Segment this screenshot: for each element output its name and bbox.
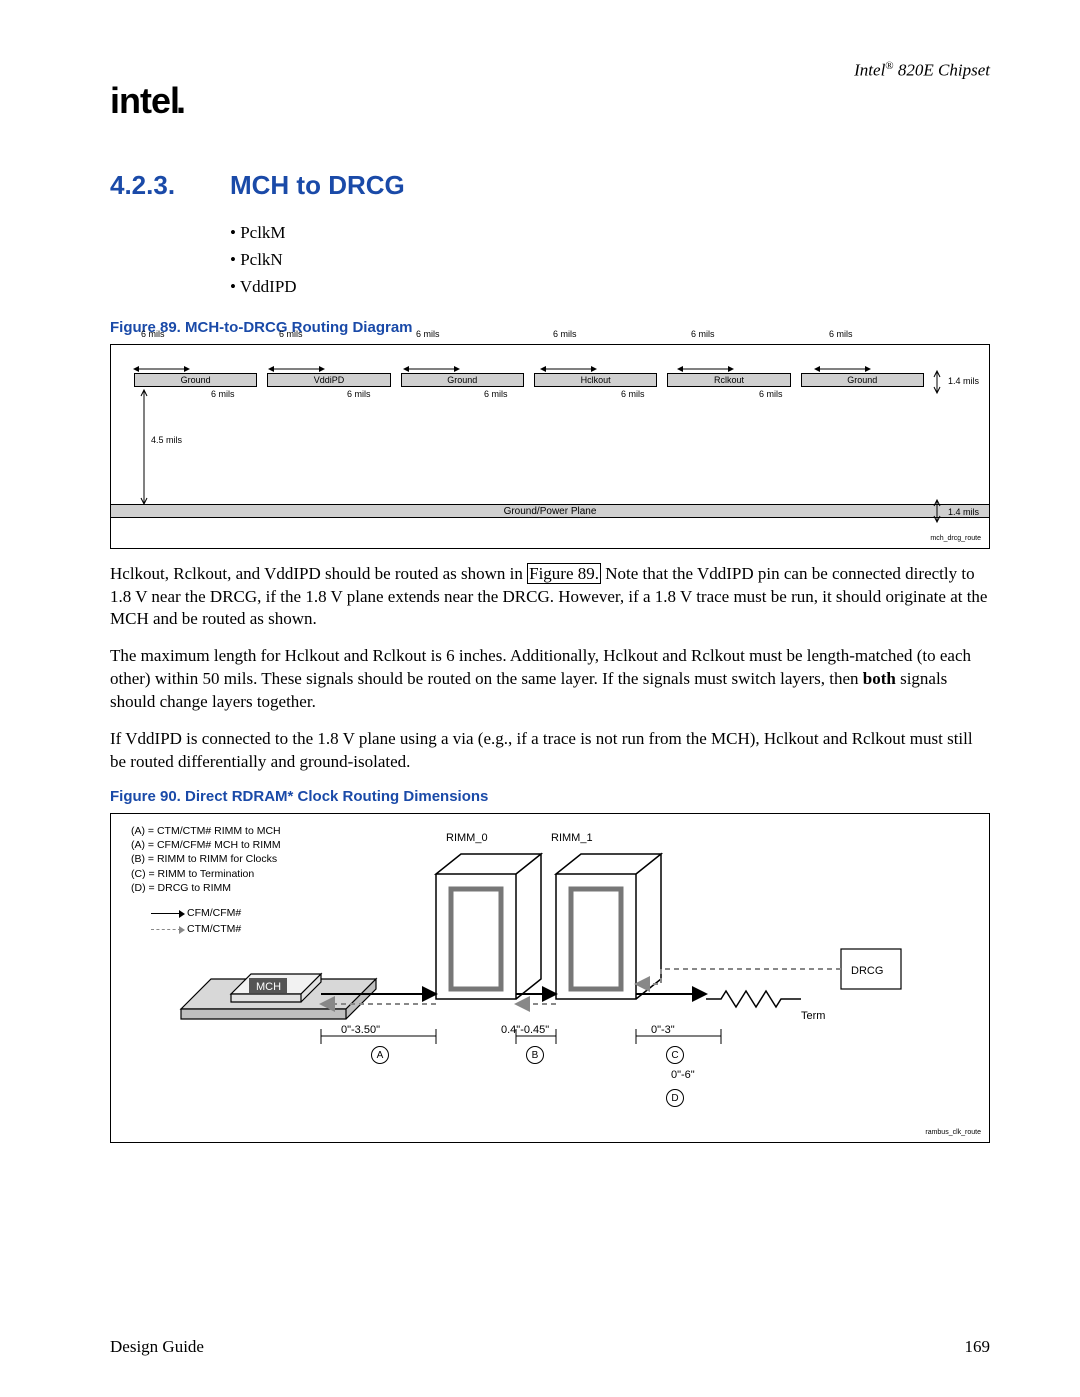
doc-header: Intel® 820E Chipset [854, 60, 990, 81]
page-footer: Design Guide 169 [110, 1337, 990, 1357]
trace-ground: Ground [134, 373, 257, 387]
trace-height: 1.4 mils [948, 376, 979, 386]
paragraph-1: Hclkout, Rclkout, and VddIPD should be r… [110, 563, 990, 632]
paragraph-3: If VddIPD is connected to the 1.8 V plan… [110, 728, 990, 774]
fig90-svg: MCH MCH DRCG Term [161, 844, 941, 1114]
dimD: 0"-6" [671, 1069, 695, 1081]
reg-mark: ® [885, 60, 893, 72]
spacing-top: 6 mils [279, 329, 303, 339]
spacing-top: 6 mils [691, 329, 715, 339]
trace-vddipd: VddiPD [267, 373, 390, 387]
trace-row: Ground VddiPD Ground Hclkout Rclkout Gro… [129, 373, 929, 387]
spacing-top: 6 mils [416, 329, 440, 339]
dimB: 0.4"-0.45" [501, 1024, 549, 1036]
section-number: 4.2.3. [110, 170, 230, 201]
spacing-bot: 6 mils [484, 389, 508, 564]
svg-text:DRCG: DRCG [851, 965, 883, 977]
trace-ground: Ground [801, 373, 924, 387]
paragraph-2: The maximum length for Hclkout and Rclko… [110, 645, 990, 714]
doc-title-prefix: Intel [854, 61, 885, 80]
figure89-diagram: Ground VddiPD Ground Hclkout Rclkout Gro… [110, 344, 990, 549]
footer-right: 169 [965, 1337, 991, 1357]
signal-item: PclkN [230, 246, 990, 273]
lblD: D [666, 1089, 684, 1107]
svg-text:Term: Term [801, 1010, 825, 1022]
p1a: Hclkout, Rclkout, and VddIPD should be r… [110, 564, 527, 583]
dimC: 0"-3" [651, 1024, 675, 1036]
section-heading: 4.2.3.MCH to DRCG [110, 170, 990, 201]
spacing-bot: 6 mils [621, 389, 645, 564]
signal-item: VddIPD [230, 273, 990, 300]
figure-ref: Figure 89. [527, 563, 601, 584]
spacing-top: 6 mils [829, 329, 853, 339]
logo-text: intel [110, 80, 179, 121]
figure89-caption: Figure 89. MCH-to-DRCG Routing Diagram [110, 319, 990, 336]
spacing-bot: 6 mils [347, 389, 371, 564]
lblA: A [371, 1046, 389, 1064]
footer-left: Design Guide [110, 1337, 204, 1357]
signal-list: PclkM PclkN VddIPD [230, 219, 990, 301]
plane-height-arrow [932, 498, 942, 524]
gap-arrow [139, 387, 149, 507]
figure90-caption: Figure 90. Direct RDRAM* Clock Routing D… [110, 788, 990, 805]
p2a: The maximum length for Hclkout and Rclko… [110, 646, 971, 688]
lblC: C [666, 1046, 684, 1064]
gap-to-plane: 4.5 mils [151, 435, 182, 445]
spacing-top: 6 mils [141, 329, 165, 339]
trace-height-arrow [932, 369, 942, 395]
fig89-credit: mch_drcg_route [930, 535, 981, 542]
top-arrows [129, 365, 919, 373]
spacing-top: 6 mils [553, 329, 577, 339]
svg-text:MCH: MCH [256, 981, 281, 993]
ground-plane: Ground/Power Plane [111, 504, 989, 518]
p2bold: both [863, 669, 896, 688]
figure90-diagram: (A) = CTM/CTM# RIMM to MCH (A) = CFM/CFM… [110, 813, 990, 1143]
doc-title-suffix: 820E Chipset [894, 61, 990, 80]
trace-rclkout: Rclkout [667, 373, 790, 387]
lblB: B [526, 1046, 544, 1064]
spacing-bot: 6 mils [759, 389, 783, 564]
legend-line: (A) = CTM/CTM# RIMM to MCH [131, 824, 281, 838]
rimm1-label: RIMM_1 [551, 832, 593, 844]
trace-hclkout: Hclkout [534, 373, 657, 387]
signal-item: PclkM [230, 219, 990, 246]
section-title: MCH to DRCG [230, 170, 405, 200]
rimm0-label: RIMM_0 [446, 832, 488, 844]
logo-dot: . [176, 80, 185, 121]
trace-ground: Ground [401, 373, 524, 387]
plane-height: 1.4 mils [948, 507, 979, 517]
spacing-bot: 6 mils [211, 389, 235, 564]
intel-logo: intel. [110, 80, 185, 122]
fig90-credit: rambus_clk_route [925, 1129, 981, 1136]
dimA: 0"-3.50" [341, 1024, 380, 1036]
